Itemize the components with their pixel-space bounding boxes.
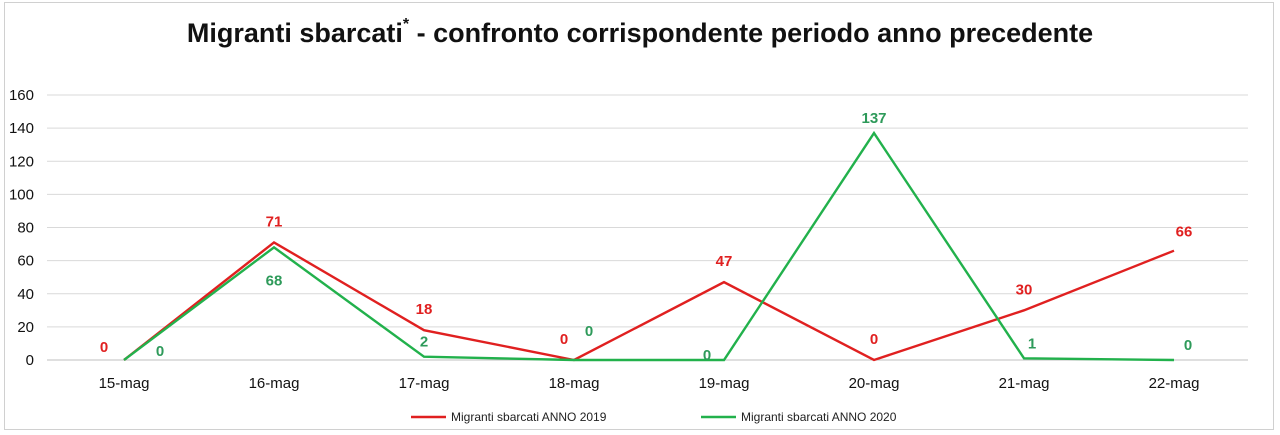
y-tick-label: 0 bbox=[26, 352, 34, 369]
x-tick-label: 22-mag bbox=[1149, 375, 1200, 392]
data-label: 0 bbox=[1184, 337, 1192, 354]
chart-title: Migranti sbarcati* - confronto corrispon… bbox=[0, 16, 1280, 49]
series-line-1 bbox=[123, 240, 1175, 362]
x-tick-label: 17-mag bbox=[399, 375, 450, 392]
data-label: 0 bbox=[703, 347, 711, 364]
y-tick-label: 140 bbox=[9, 120, 34, 137]
y-tick-label: 40 bbox=[17, 286, 34, 303]
legend-label: Migranti sbarcati ANNO 2020 bbox=[741, 410, 897, 424]
series-line-2 bbox=[123, 130, 1175, 362]
chart-title-mark: * bbox=[402, 16, 410, 33]
chart-title-suffix: - confronto corrispondente periodo anno … bbox=[409, 18, 1094, 48]
x-tick-label: 19-mag bbox=[699, 375, 750, 392]
chart-title-text: Migranti sbarcati bbox=[186, 18, 403, 48]
data-label: 47 bbox=[716, 253, 733, 270]
data-label: 66 bbox=[1176, 224, 1193, 241]
gridlines bbox=[47, 94, 1248, 361]
y-tick-label: 80 bbox=[17, 220, 34, 237]
data-label: 0 bbox=[156, 343, 164, 360]
data-label: 0 bbox=[560, 331, 568, 348]
x-tick-label: 20-mag bbox=[849, 375, 900, 392]
data-label: 71 bbox=[266, 213, 283, 230]
x-tick-label: 16-mag bbox=[249, 375, 300, 392]
y-tick-label: 60 bbox=[17, 253, 34, 270]
y-tick-label: 160 bbox=[9, 87, 34, 104]
x-tick-label: 15-mag bbox=[99, 375, 150, 392]
y-tick-label: 20 bbox=[17, 319, 34, 336]
data-label: 0 bbox=[585, 323, 593, 340]
data-label: 18 bbox=[416, 301, 433, 318]
y-tick-label: 120 bbox=[9, 153, 34, 170]
series-lines bbox=[123, 130, 1175, 362]
data-label: 0 bbox=[100, 339, 108, 356]
data-label: 0 bbox=[870, 331, 878, 348]
legend-label: Migranti sbarcati ANNO 2019 bbox=[451, 410, 607, 424]
data-label: 137 bbox=[861, 110, 886, 127]
x-tick-label: 18-mag bbox=[549, 375, 600, 392]
x-axis: 15-mag 16-mag 17-mag 18-mag 19-mag 20-mag 21-m… bbox=[99, 375, 1200, 392]
data-label: 2 bbox=[420, 334, 428, 351]
data-label: 30 bbox=[1016, 281, 1033, 298]
legend: Migranti sbarcati ANNO 2019 Migranti sbar… bbox=[411, 410, 897, 424]
data-label: 1 bbox=[1028, 335, 1036, 352]
y-axis: 0 20 40 60 80 100 120 140 160 bbox=[9, 87, 34, 369]
data-label: 68 bbox=[266, 272, 283, 289]
x-tick-label: 21-mag bbox=[999, 375, 1050, 392]
y-tick-label: 100 bbox=[9, 186, 34, 203]
